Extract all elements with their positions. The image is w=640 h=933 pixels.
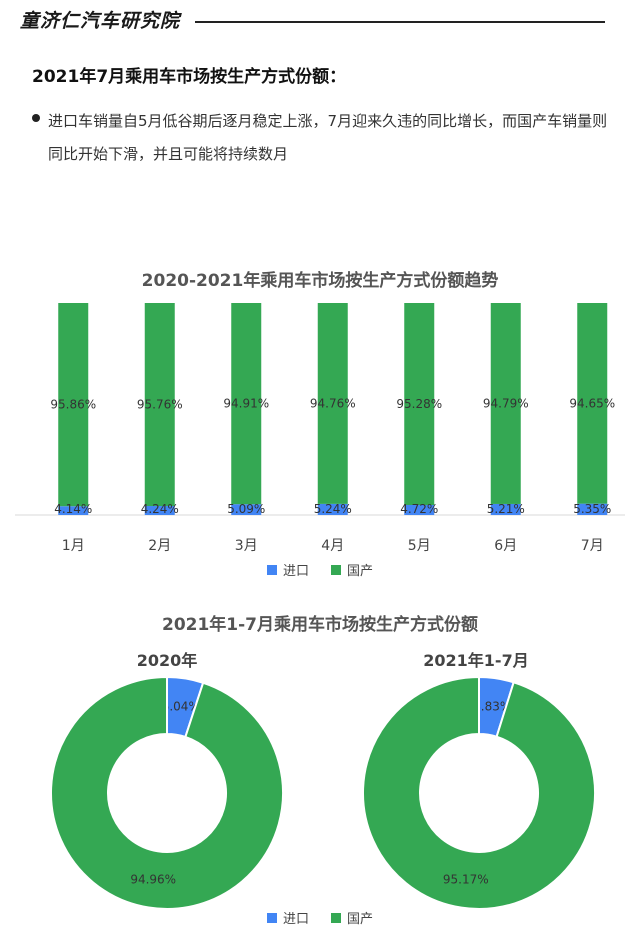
x-tick-label: 4月 (321, 538, 344, 554)
data-label-domestic: 94.65% (569, 396, 615, 410)
legend-label-import: 进口 (282, 564, 309, 579)
donut-chart-2021: 4.83% 95.17% (362, 675, 596, 910)
slice-domestic (50, 675, 284, 910)
bar-domestic (231, 303, 262, 505)
bar-import (490, 503, 521, 515)
x-tick-label: 6月 (494, 538, 517, 554)
bar-domestic (577, 303, 608, 504)
donut-legend-item-domestic: 国产 (331, 908, 373, 927)
data-label-import: 4.24% (141, 502, 179, 516)
bar-import (404, 504, 435, 515)
legend-item-domestic: 国产 (331, 560, 373, 579)
brand-logo: 童济仁汽车研究院 (20, 10, 181, 32)
donut-legend-swatch-import (266, 912, 277, 923)
x-tick-label: 7月 (581, 538, 604, 554)
data-label-import: 4.14% (54, 502, 92, 516)
bar-domestic (144, 303, 175, 507)
bar-import (317, 503, 348, 515)
bullet-text: 进口车销量自5月低谷期后逐月稳定上涨，7月迎来久违的同比增长，而国产车销量则同比… (48, 112, 608, 163)
bar-import (144, 506, 175, 515)
data-label-import: 4.72% (400, 502, 438, 516)
donut-legend-label-import: 进口 (282, 912, 309, 927)
data-label-import: 5.21% (487, 502, 525, 516)
donut-2021-subtitle: 2021年1-7月 (423, 651, 529, 670)
data-label-domestic: 94.76% (310, 396, 356, 410)
slice-label-domestic: 94.96% (130, 872, 176, 886)
bar-chart: 4.14% 95.86% 1月 4.24% 95.76% 2月 5.09% 94.91% 3月 5… (15, 303, 625, 554)
bar-import (577, 503, 608, 515)
data-label-import: 5.24% (314, 502, 352, 516)
header-divider (195, 21, 605, 23)
data-label-domestic: 95.76% (137, 398, 183, 412)
slice-label-domestic: 95.17% (443, 872, 489, 886)
donut-legend-label-domestic: 国产 (347, 912, 374, 927)
slice-label-import: 4.83% (473, 700, 511, 714)
donut-legend-swatch-domestic (331, 912, 341, 923)
data-label-domestic: 94.91% (223, 397, 269, 411)
bar-chart-legend: 进口 国产 (0, 560, 640, 579)
donut-legend-item-import: 进口 (266, 908, 309, 927)
data-label-domestic: 95.28% (396, 397, 442, 411)
donut-chart-2020: 5.04% 94.96% (50, 675, 284, 910)
legend-swatch-domestic (331, 564, 341, 575)
data-label-import: 5.09% (227, 502, 265, 516)
bar-domestic (404, 303, 435, 505)
bar-import (231, 504, 262, 515)
bullet-point: 进口车销量自5月低谷期后逐月稳定上涨，7月迎来久违的同比增长，而国产车销量则同比… (32, 105, 622, 171)
x-tick-label: 2月 (148, 538, 171, 554)
slice-label-import: 5.04% (162, 700, 200, 714)
bar-chart-title: 2020-2021年乘用车市场按生产方式份额趋势 (141, 271, 499, 291)
data-label-domestic: 95.86% (50, 398, 96, 412)
x-tick-label: 3月 (235, 538, 258, 554)
bar-import (58, 506, 89, 515)
legend-swatch-import (266, 564, 277, 575)
bar-domestic (317, 303, 348, 504)
x-tick-label: 5月 (408, 538, 431, 554)
x-tick-label: 1月 (62, 538, 85, 554)
slice-domestic (362, 675, 596, 910)
bar-domestic (490, 303, 521, 504)
donut-2020-subtitle: 2020年 (136, 651, 198, 670)
donut-section-title: 2021年1-7月乘用车市场按生产方式份额 (161, 615, 479, 635)
donut-legend: 进口 国产 (0, 908, 640, 927)
bar-domestic (58, 303, 89, 507)
legend-label-domestic: 国产 (347, 564, 374, 579)
data-label-domestic: 94.79% (483, 396, 529, 410)
data-label-import: 5.35% (573, 502, 611, 516)
bullet-dot-icon (32, 114, 40, 122)
page-headline: 2021年7月乘用车市场按生产方式份额： (32, 67, 347, 87)
legend-item-import: 进口 (266, 560, 309, 579)
